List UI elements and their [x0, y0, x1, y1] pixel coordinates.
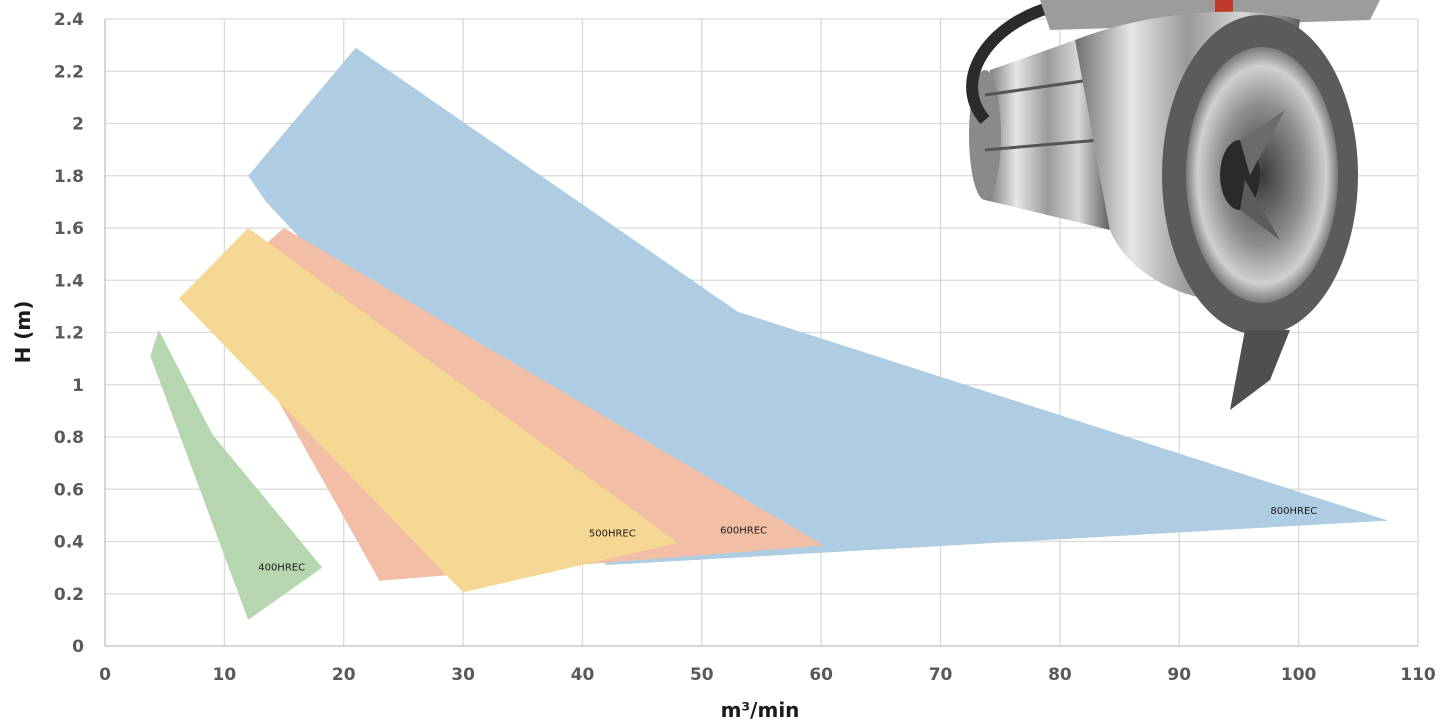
y-tick-label: 2.2	[54, 62, 84, 82]
region-label-500hrec: 500HREC	[589, 528, 636, 539]
mixer-photo-icon	[966, 0, 1380, 410]
y-axis-title: H (m)	[11, 301, 35, 364]
x-tick-label: 50	[690, 665, 714, 685]
y-tick-label: 1.2	[54, 324, 84, 344]
y-axis-ticks: 0 0.2 0.4 0.6 0.8 1 1.2 1.4 1.6 1.8 2 2.2 2.4	[54, 10, 84, 657]
x-tick-label: 70	[929, 665, 953, 685]
axes	[104, 19, 1418, 647]
y-tick-label: 1.6	[54, 219, 84, 239]
x-tick-label: 80	[1048, 665, 1072, 685]
x-axis-ticks: 0 10 20 30 40 50 60 70 80 90 100 110	[99, 665, 1436, 685]
y-tick-label: 1.8	[54, 167, 84, 187]
x-tick-label: 60	[809, 665, 833, 685]
x-axis-title: m³/min	[721, 698, 800, 722]
y-tick-label: 2.4	[54, 10, 84, 30]
y-tick-label: 0.4	[54, 533, 84, 553]
y-tick-label: 0.6	[54, 480, 84, 500]
x-tick-label: 0	[99, 665, 111, 685]
x-tick-label: 100	[1281, 665, 1317, 685]
region-label-600hrec: 600HREC	[720, 526, 767, 537]
x-tick-label: 110	[1400, 665, 1436, 685]
region-500hrec	[179, 228, 678, 593]
y-tick-label: 2	[72, 115, 84, 135]
y-tick-label: 0.8	[54, 428, 84, 448]
x-tick-label: 20	[332, 665, 356, 685]
x-tick-label: 90	[1167, 665, 1191, 685]
region-label-800hrec: 800HREC	[1270, 506, 1317, 517]
y-tick-label: 0	[72, 637, 84, 657]
region-labels: 800HREC 600HREC 500HREC 400HREC	[258, 506, 1317, 573]
region-label-400hrec: 400HREC	[258, 562, 305, 573]
region-400hrec	[150, 329, 323, 620]
x-tick-label: 10	[213, 665, 237, 685]
x-tick-label: 40	[571, 665, 595, 685]
y-tick-label: 1	[72, 376, 84, 396]
x-tick-label: 30	[451, 665, 475, 685]
y-tick-label: 1.4	[54, 271, 84, 291]
y-tick-label: 0.2	[54, 585, 84, 605]
operating-regions	[150, 47, 1389, 620]
